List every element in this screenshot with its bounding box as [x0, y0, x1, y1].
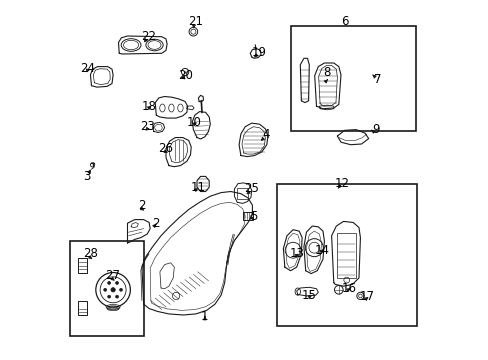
Circle shape	[111, 288, 115, 292]
Bar	[242, 212, 253, 220]
Circle shape	[107, 295, 110, 298]
Text: 18: 18	[142, 100, 156, 113]
Text: 16: 16	[341, 282, 356, 294]
Text: 17: 17	[359, 291, 374, 303]
Circle shape	[115, 295, 118, 298]
Bar	[70, 241, 143, 336]
Circle shape	[115, 282, 118, 284]
Text: 2: 2	[138, 199, 145, 212]
Text: 5: 5	[249, 210, 257, 222]
Text: 27: 27	[105, 269, 121, 282]
Text: 28: 28	[83, 247, 98, 260]
Circle shape	[107, 282, 110, 284]
Text: 14: 14	[314, 244, 329, 257]
Text: 7: 7	[373, 73, 381, 86]
Bar	[276, 184, 416, 326]
Bar	[78, 301, 87, 315]
Circle shape	[120, 288, 122, 291]
Text: 2: 2	[152, 217, 160, 230]
Circle shape	[103, 288, 106, 291]
Text: 23: 23	[140, 120, 154, 132]
Text: 11: 11	[190, 181, 205, 194]
Text: 21: 21	[188, 15, 203, 28]
Text: 3: 3	[83, 170, 90, 183]
Text: 24: 24	[80, 62, 95, 75]
Text: 25: 25	[244, 183, 259, 195]
Text: 19: 19	[251, 46, 266, 59]
Bar	[337, 233, 355, 278]
Text: 20: 20	[177, 69, 192, 82]
Text: 8: 8	[323, 66, 330, 78]
Text: 10: 10	[186, 116, 201, 129]
Bar	[78, 258, 87, 273]
Text: 26: 26	[158, 142, 172, 155]
Bar	[290, 26, 415, 131]
Text: 13: 13	[289, 247, 304, 260]
Text: 9: 9	[371, 123, 379, 136]
Text: 6: 6	[341, 15, 348, 28]
Bar	[237, 188, 247, 199]
Text: 22: 22	[142, 30, 156, 42]
Text: 4: 4	[262, 129, 269, 141]
Text: 12: 12	[333, 177, 348, 190]
Text: 15: 15	[301, 289, 316, 302]
Text: 1: 1	[201, 310, 208, 323]
